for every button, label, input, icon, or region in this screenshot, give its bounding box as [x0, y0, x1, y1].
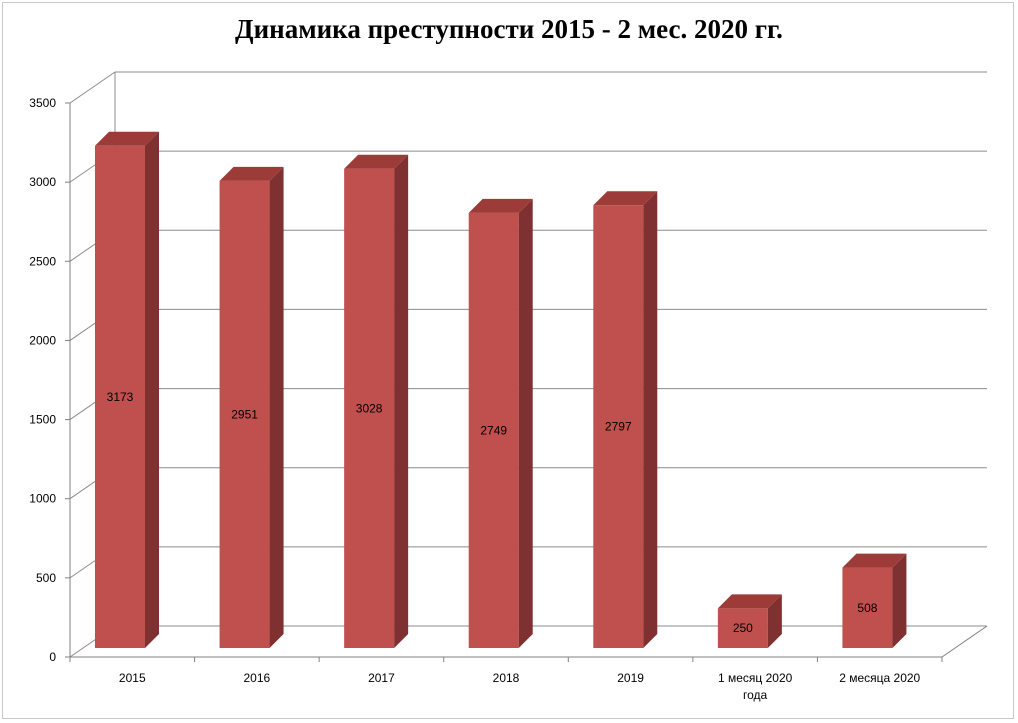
axis-layer: [65, 102, 988, 662]
bar-front-3: [468, 212, 519, 649]
y-tick-label-4: 2000: [29, 333, 56, 347]
bar-top-5: [717, 594, 782, 609]
data-label-4: 2797: [605, 420, 632, 434]
data-label-2: 3028: [356, 401, 383, 415]
bar-front-4: [593, 205, 644, 649]
label-layer: 0 500 1000 1500 2000 2500 3000 3500 3173 2015 2951…: [29, 96, 920, 702]
bar-2019: [593, 191, 658, 649]
data-label-1: 2951: [231, 407, 258, 421]
y-tick-label-2: 1000: [29, 492, 56, 506]
bar-layer: [95, 131, 907, 649]
bar-2016: [219, 166, 284, 648]
bar-top-3: [468, 198, 533, 213]
bar-side-6: [892, 553, 907, 648]
bar-top-2: [344, 154, 409, 169]
x-tick-label-5: 1 месяц 2020 года: [718, 671, 793, 702]
data-label-0: 3173: [107, 390, 134, 404]
bar-top-4: [593, 191, 658, 206]
bar-front-5: [717, 608, 768, 648]
data-label-5: 250: [733, 621, 753, 635]
bar-side-2: [394, 154, 409, 648]
bar-2015: [95, 131, 159, 649]
bar-2 месяца 2020: [842, 553, 907, 648]
y-tick-label-1: 500: [36, 571, 56, 585]
bar-side-0: [145, 131, 159, 649]
y-tick-label-5: 2500: [29, 254, 56, 268]
data-label-3: 2749: [480, 423, 507, 437]
y-tick-label-3: 1500: [29, 413, 56, 427]
bar-side-5: [767, 594, 782, 648]
x-tick-label-6: 2 месяца 2020: [839, 671, 920, 685]
y-tick-label-6: 3000: [29, 175, 56, 189]
bar-front-2: [344, 168, 395, 648]
y-tick-label-7: 3500: [29, 96, 56, 110]
x-tick-label-0: 2015: [119, 671, 146, 685]
bar-front-6: [842, 567, 893, 648]
bar-1 месяц 2020 года: [717, 594, 782, 648]
floor-right-edge: [941, 625, 988, 658]
data-label-6: 508: [857, 601, 877, 615]
y-tick-label-0: 0: [49, 650, 56, 664]
chart-title: Динамика преступности 2015 - 2 мес. 2020…: [235, 14, 783, 44]
bar-top-0: [95, 131, 159, 146]
bar-top-1: [219, 166, 284, 181]
bar-2018: [468, 198, 533, 649]
bar-top-6: [842, 553, 907, 568]
x-tick-label-4: 2019: [617, 671, 644, 685]
bar-2017: [344, 154, 409, 648]
bar-side-1: [269, 166, 284, 648]
gridline-side-7: [69, 71, 116, 104]
bar-side-4: [643, 191, 658, 649]
bar-front-1: [219, 180, 270, 648]
bar-front-0: [95, 145, 145, 648]
x-tick-label-3: 2018: [493, 671, 520, 685]
bar-side-3: [518, 198, 533, 649]
x-tick-label-2: 2017: [368, 671, 395, 685]
x-tick-label-1: 2016: [244, 671, 271, 685]
